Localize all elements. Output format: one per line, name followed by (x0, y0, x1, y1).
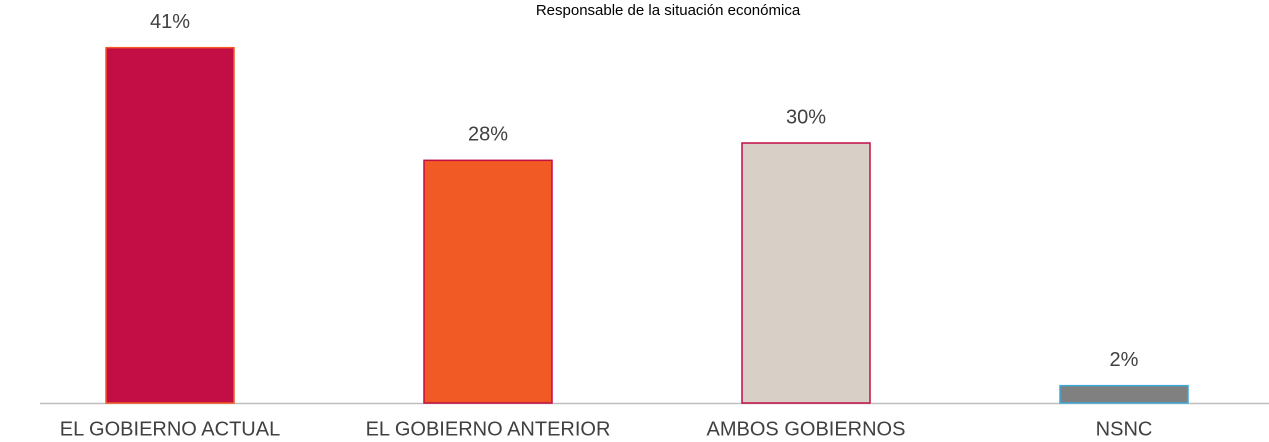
value-label: 28% (468, 124, 508, 146)
value-label: 41% (150, 11, 190, 33)
bar (1059, 384, 1189, 404)
x-tick-label: NSNC (1096, 418, 1153, 440)
bar (423, 159, 553, 404)
x-tick-label: EL GOBIERNO ACTUAL (60, 418, 280, 440)
value-label: 30% (786, 106, 826, 128)
bar (741, 142, 871, 404)
bar (105, 46, 235, 404)
x-tick-label: AMBOS GOBIERNOS (707, 418, 906, 440)
x-tick-label: EL GOBIERNO ANTERIOR (366, 418, 611, 440)
chart-title: Responsable de la situación económica (536, 2, 801, 19)
value-label: 2% (1110, 349, 1139, 371)
